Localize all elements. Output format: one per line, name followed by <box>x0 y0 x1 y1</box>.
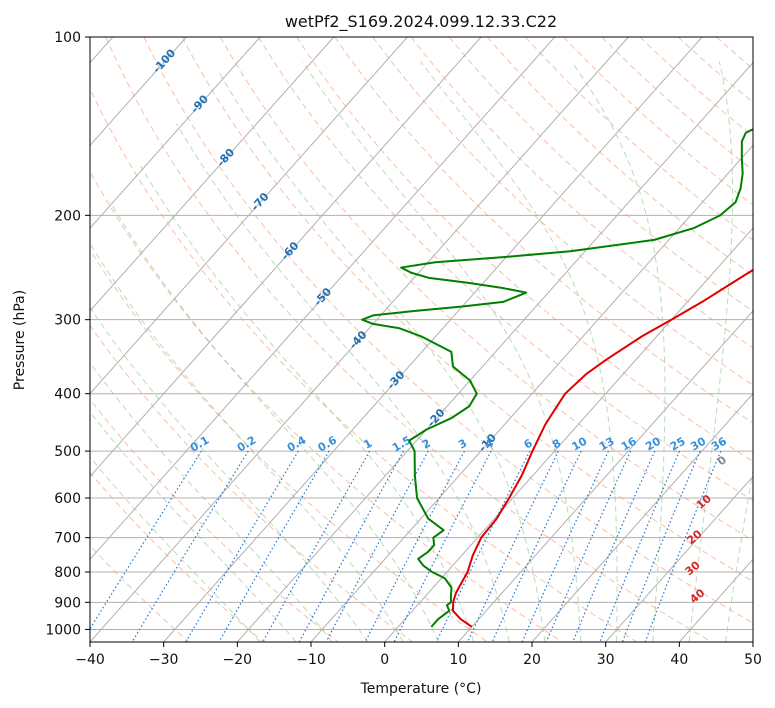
x-tick-label: 0 <box>380 652 389 668</box>
x-tick-label: −10 <box>296 652 326 668</box>
y-tick-label: 300 <box>54 313 81 329</box>
mixing-ratio-line <box>521 450 610 642</box>
mixing-ratio-line <box>185 450 299 642</box>
moist-adiabat <box>688 61 734 642</box>
dry-adiabat <box>219 37 753 542</box>
x-tick-label: 20 <box>523 652 541 668</box>
y-tick-label: 700 <box>54 531 81 547</box>
dry-adiabat <box>410 37 753 349</box>
dewpoint-profile-line <box>361 128 753 628</box>
x-tick-label: 30 <box>597 652 615 668</box>
mixing-ratio-line <box>131 450 249 642</box>
mixing-ratio-line <box>364 450 465 642</box>
y-tick-label: 500 <box>54 444 81 460</box>
mixing-ratio-line <box>599 450 681 642</box>
isotherm-line <box>90 37 261 229</box>
x-tick-label: −20 <box>223 652 253 668</box>
mixing-ratio-line <box>572 450 656 642</box>
isotherm-line <box>605 475 753 642</box>
isotherm-line <box>310 144 753 642</box>
y-tick-label: 400 <box>54 387 81 403</box>
dry-adiabat <box>181 37 753 582</box>
x-tick-label: 10 <box>449 652 467 668</box>
dry-adiabat <box>525 37 753 241</box>
isotherm-line <box>90 37 408 395</box>
temperature-profile-line <box>451 268 753 628</box>
y-tick-label: 600 <box>54 491 81 507</box>
isotherm-line <box>90 37 335 312</box>
y-tick-label: 100 <box>54 30 81 46</box>
moist-adiabat <box>90 456 261 642</box>
chart-title: wetPf2_S169.2024.099.12.33.C22 <box>285 12 557 32</box>
y-tick-label: 1000 <box>45 622 81 638</box>
isotherm-line <box>90 37 556 560</box>
isotherm-line <box>90 37 482 478</box>
y-axis-label: Pressure (hPa) <box>12 290 28 390</box>
dry-adiabat <box>90 471 264 642</box>
mixing-ratio-line <box>90 450 202 630</box>
moist-adiabat <box>725 468 753 642</box>
isotherm-line <box>531 392 753 642</box>
x-tick-label: −40 <box>75 652 105 668</box>
dry-adiabat <box>296 37 753 462</box>
mixing-ratio-line <box>545 450 632 642</box>
mixing-ratio-line <box>435 450 531 642</box>
y-tick-label: 900 <box>54 595 81 611</box>
dry-adiabat <box>143 37 753 624</box>
mixing-ratio-line <box>218 450 330 642</box>
isotherm-line <box>236 61 753 642</box>
x-tick-label: 40 <box>670 652 688 668</box>
moist-adiabat <box>109 201 439 642</box>
dry-adiabat <box>754 37 775 642</box>
isotherm-line <box>752 641 753 642</box>
y-tick-label: 800 <box>54 565 81 581</box>
x-tick-label: 50 <box>744 652 762 668</box>
dry-adiabat <box>90 249 488 642</box>
moist-adiabat <box>140 165 475 642</box>
y-tick-label: 200 <box>54 208 81 224</box>
x-axis-label: Temperature (°C) <box>360 681 482 697</box>
mixing-ratio-line <box>325 450 429 642</box>
dry-adiabat <box>372 37 753 386</box>
x-tick-label: −30 <box>149 652 179 668</box>
isotherm-line <box>90 37 629 642</box>
dry-adiabat <box>257 37 753 502</box>
moist-adiabat <box>420 61 618 642</box>
moist-adiabat <box>90 242 404 642</box>
isotherm-line <box>90 37 187 147</box>
plot-frame <box>89 36 754 643</box>
mixing-ratio-line <box>262 450 371 642</box>
isotherm-line <box>384 227 753 642</box>
mixing-ratio-line <box>466 450 559 642</box>
moist-adiabat <box>90 361 333 642</box>
moist-adiabat <box>571 61 666 642</box>
dry-adiabat <box>105 37 712 642</box>
dry-adiabat <box>90 324 414 642</box>
dry-adiabat <box>90 87 638 642</box>
isotherm-line <box>457 310 753 642</box>
mixing-ratio-line <box>298 450 404 642</box>
isotherm-line <box>163 37 703 642</box>
